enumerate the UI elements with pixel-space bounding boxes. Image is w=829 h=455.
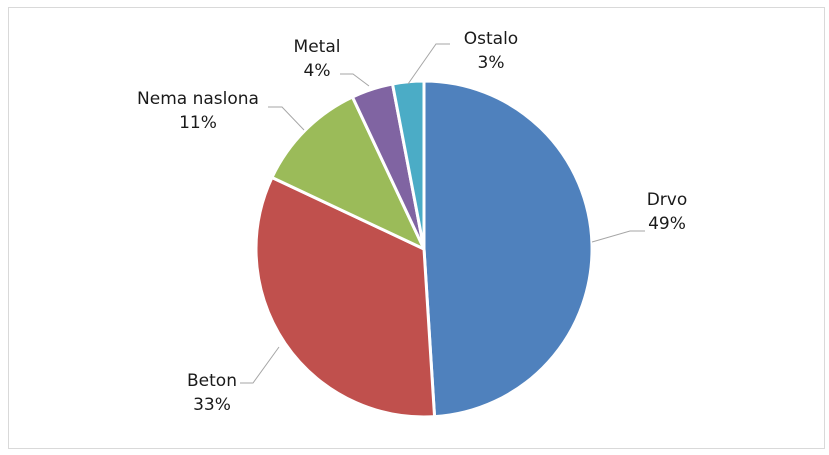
slice-label-metal: Metal — [294, 37, 341, 57]
leader-line-drvo — [591, 230, 645, 243]
leader-line-ostalo — [407, 43, 450, 85]
data-label-metal: Metal 4% — [294, 37, 341, 81]
slice-pct-ostalo: 3% — [478, 53, 505, 73]
data-label-ostalo: Ostalo 3% — [464, 29, 518, 73]
leader-line-nema-naslona — [268, 106, 305, 131]
slice-pct-drvo: 49% — [648, 214, 686, 234]
pie-slices — [254, 79, 594, 419]
slice-pct-nema-naslona: 11% — [179, 113, 217, 133]
slice-pct-metal: 4% — [304, 61, 331, 81]
slice-pct-beton: 33% — [193, 395, 231, 415]
pie-slice-ostalo — [391, 79, 426, 251]
slice-label-beton: Beton — [187, 371, 237, 391]
data-label-beton: Beton 33% — [187, 371, 237, 415]
leader-lines — [240, 43, 645, 384]
data-label-drvo: Drvo 49% — [647, 190, 688, 234]
leader-line-beton — [240, 346, 280, 384]
pie-slice-nema-naslona — [270, 95, 426, 251]
pie-slice-drvo — [422, 79, 594, 419]
data-label-nema-naslona: Nema naslona 11% — [137, 89, 259, 133]
slice-label-ostalo: Ostalo — [464, 29, 518, 49]
slice-label-drvo: Drvo — [647, 190, 688, 210]
leader-line-metal — [340, 73, 370, 87]
slice-label-nema-naslona: Nema naslona — [137, 89, 259, 109]
pie-slice-beton — [254, 175, 437, 419]
